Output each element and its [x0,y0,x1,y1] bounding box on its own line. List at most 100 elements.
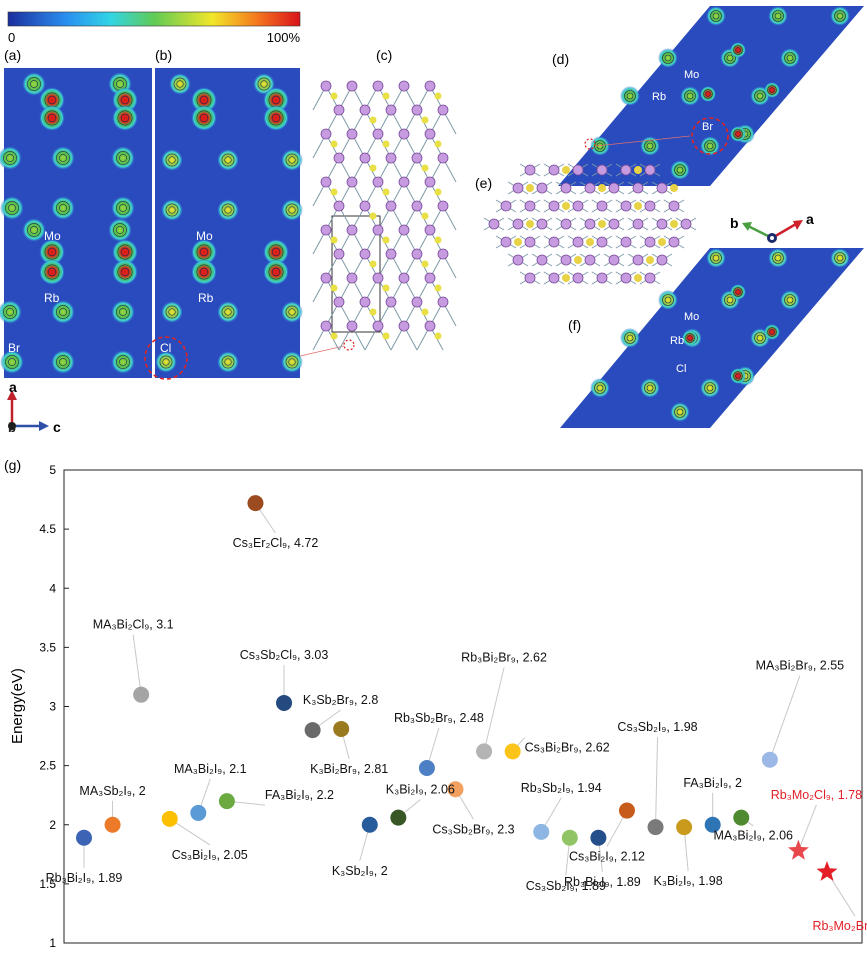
panel-e-atom [680,218,692,230]
panel-c-atom [320,128,332,140]
data-point [590,829,607,846]
data-point-label: Rb₃Mo₂Cl₉, 1.78 [771,788,862,802]
panel-c-atom [385,104,397,116]
leader-line [769,675,801,760]
data-point-label: Cs₃Er₂Cl₉, 4.72 [233,536,319,550]
panel-a-blob [51,146,75,170]
panel-c-atom [320,224,332,236]
chart-frame [63,469,863,944]
leader-line [797,804,817,851]
panel-e-atom [524,164,536,176]
panel-b-highlight-circle [144,336,188,380]
panel-e-atom-small [670,220,678,228]
panel-e-atom [536,218,548,230]
panel-c-atom-small [421,308,429,316]
panel-c-atom [359,248,371,260]
y-tick-label: 2.5 [39,759,56,773]
panel-a-blob [111,350,135,374]
panel-e-atom-small [646,256,654,264]
panel-e-atom [548,272,560,284]
panel-b-blob [169,73,191,95]
data-point [276,694,293,711]
panel-e-atom [548,236,560,248]
data-point [704,816,721,833]
panel-e-atom [596,200,608,212]
data-point-label: Rb₃Bi₂I₉, 1.89 [564,875,641,889]
panel-c-atom [398,272,410,284]
data-point-label: Cs₃Sb₂I₉, 1.89 [526,879,606,893]
panel-c-atom [359,104,371,116]
panel-b-blob [217,301,239,323]
colorbar-max-label: 100% [267,30,301,45]
panel-f-tag: (f) [568,317,581,333]
panel-e-atom [560,254,572,266]
data-point-label: Cs₃Sb₂Cl₉, 3.03 [240,648,329,662]
data-point [190,804,207,821]
panel-c-atom [398,128,410,140]
y-tick-label: 4 [49,581,56,595]
panel-d-mo-blob [730,42,746,58]
data-point [733,809,750,826]
panel-c-atom-small [421,212,429,220]
axis-right-a-label: a [806,211,814,227]
panel-c-atom [437,200,449,212]
data-point [247,495,264,512]
y-tick-label: 4.5 [39,522,56,536]
panel-c-atom-small [434,188,442,196]
panel-c-atom-small [434,140,442,148]
colorbar-min-label: 0 [8,30,15,45]
data-point [647,819,664,836]
data-point-label: Cs₃Bi₂I₉, 2.12 [569,850,645,864]
colorbar [7,11,301,27]
panel-e-atom-small [562,166,570,174]
data-point [676,819,693,836]
panel-c-atom-small [421,116,429,124]
panel-a-blob [111,300,135,324]
panel-e-atom-small [574,256,582,264]
panel-c-atom [359,152,371,164]
panel-c-atom [372,176,384,188]
y-axis-label: Energy(eV) [9,668,26,744]
panel-a-map: Mo Rb Br [0,68,152,378]
panel-c-atom [411,200,423,212]
panel-e-atom-small [634,166,642,174]
panel-f-mo-blob [730,368,746,384]
panel-e-atom [584,182,596,194]
panel-c-atom [320,320,332,332]
data-point-star [788,839,809,860]
panel-c-atom [320,80,332,92]
data-point [533,823,550,840]
panel-c-atom [372,224,384,236]
data-point [504,743,521,760]
panel-c-atom [411,248,423,260]
panel-f-blob [590,378,610,398]
panel-a-blob [108,218,132,242]
panel-e-atom [656,218,668,230]
panel-e-atom [620,236,632,248]
data-point-label: K₃Bi₂I₉, 1.98 [654,874,723,888]
panel-g-tag: (g) [4,457,21,473]
panel-f-blob [780,290,800,310]
panel-b-atom-cl: Cl [160,341,171,355]
panel-e-atom-small [586,238,594,246]
panel-c-atom [398,224,410,236]
data-point-label: Rb₃Sb₂Br₉, 2.48 [394,711,484,725]
data-point [761,751,778,768]
panel-e-atom [632,182,644,194]
panel-d-atom-rb: Rb [652,91,666,103]
panel-c-atom-small [369,164,377,172]
panel-b-mo-blob [191,259,217,285]
panel-e-atom [500,236,512,248]
y-tick-label: 1 [49,936,56,950]
data-point [390,809,407,826]
panel-d-blob [768,6,788,26]
panel-c-atom [346,176,358,188]
panel-c-atom-small [382,92,390,100]
panel-b-blob [281,351,303,373]
panel-c-tag: (c) [376,47,392,63]
panel-c-atom [424,176,436,188]
panel-f-atom-cl: Cl [676,363,686,375]
panel-e-atom-small [670,184,678,192]
panel-a-blob [0,300,22,324]
